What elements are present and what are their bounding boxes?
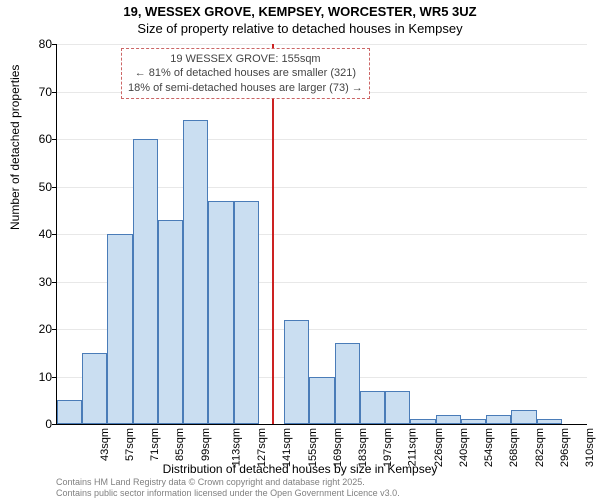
ytick-mark bbox=[52, 329, 56, 330]
histogram-bar bbox=[511, 410, 536, 424]
ytick-mark bbox=[52, 44, 56, 45]
histogram-bar bbox=[82, 353, 107, 424]
histogram-bar bbox=[486, 415, 511, 425]
ytick-label: 40 bbox=[22, 227, 52, 241]
ytick-label: 70 bbox=[22, 85, 52, 99]
histogram-bar bbox=[208, 201, 233, 424]
marker-line bbox=[272, 44, 274, 424]
xtick-label: 113sqm bbox=[230, 428, 242, 466]
histogram-bar bbox=[309, 377, 334, 425]
ytick-label: 30 bbox=[22, 275, 52, 289]
xtick-label: 71sqm bbox=[149, 428, 161, 461]
histogram-bar bbox=[158, 220, 183, 424]
y-axis-label: Number of detached properties bbox=[8, 65, 22, 230]
histogram-bar bbox=[360, 391, 385, 424]
ytick-label: 10 bbox=[22, 370, 52, 384]
histogram-bar bbox=[284, 320, 309, 425]
histogram-bar bbox=[57, 400, 82, 424]
ytick-label: 80 bbox=[22, 37, 52, 51]
annotation-line3: 18% of semi-detached houses are larger (… bbox=[128, 81, 363, 95]
ytick-mark bbox=[52, 424, 56, 425]
annotation-line2: ← 81% of detached houses are smaller (32… bbox=[128, 66, 363, 80]
histogram-bar bbox=[133, 139, 158, 424]
x-axis-label: Distribution of detached houses by size … bbox=[0, 462, 600, 476]
plot-area: 19 WESSEX GROVE: 155sqm ← 81% of detache… bbox=[56, 44, 587, 425]
xtick-label: 99sqm bbox=[200, 428, 212, 461]
ytick-mark bbox=[52, 139, 56, 140]
ytick-mark bbox=[52, 377, 56, 378]
ytick-mark bbox=[52, 92, 56, 93]
xtick-label: 211sqm bbox=[407, 428, 419, 466]
xtick-label: 43sqm bbox=[99, 428, 111, 461]
ytick-mark bbox=[52, 234, 56, 235]
ytick-mark bbox=[52, 187, 56, 188]
footer-line2: Contains public sector information licen… bbox=[56, 488, 400, 499]
histogram-bar bbox=[385, 391, 410, 424]
histogram-bar bbox=[436, 415, 461, 425]
histogram-bar bbox=[537, 419, 562, 424]
histogram-bar bbox=[234, 201, 259, 424]
histogram-bar bbox=[335, 343, 360, 424]
footer-text: Contains HM Land Registry data © Crown c… bbox=[56, 477, 400, 499]
histogram-bar bbox=[461, 419, 486, 424]
gridline bbox=[57, 44, 587, 45]
xtick-label: 57sqm bbox=[124, 428, 136, 461]
chart-container: 19, WESSEX GROVE, KEMPSEY, WORCESTER, WR… bbox=[0, 0, 600, 500]
ytick-label: 0 bbox=[22, 417, 52, 431]
chart-title-line2: Size of property relative to detached ho… bbox=[0, 21, 600, 38]
ytick-label: 20 bbox=[22, 322, 52, 336]
chart-title-line1: 19, WESSEX GROVE, KEMPSEY, WORCESTER, WR… bbox=[0, 0, 600, 21]
annotation-line1: 19 WESSEX GROVE: 155sqm bbox=[128, 52, 363, 66]
footer-line1: Contains HM Land Registry data © Crown c… bbox=[56, 477, 400, 488]
ytick-label: 50 bbox=[22, 180, 52, 194]
histogram-bar bbox=[183, 120, 208, 424]
ytick-label: 60 bbox=[22, 132, 52, 146]
histogram-bar bbox=[107, 234, 132, 424]
histogram-bar bbox=[410, 419, 435, 424]
ytick-mark bbox=[52, 282, 56, 283]
annotation-box: 19 WESSEX GROVE: 155sqm ← 81% of detache… bbox=[121, 48, 370, 99]
xtick-label: 85sqm bbox=[174, 428, 186, 461]
